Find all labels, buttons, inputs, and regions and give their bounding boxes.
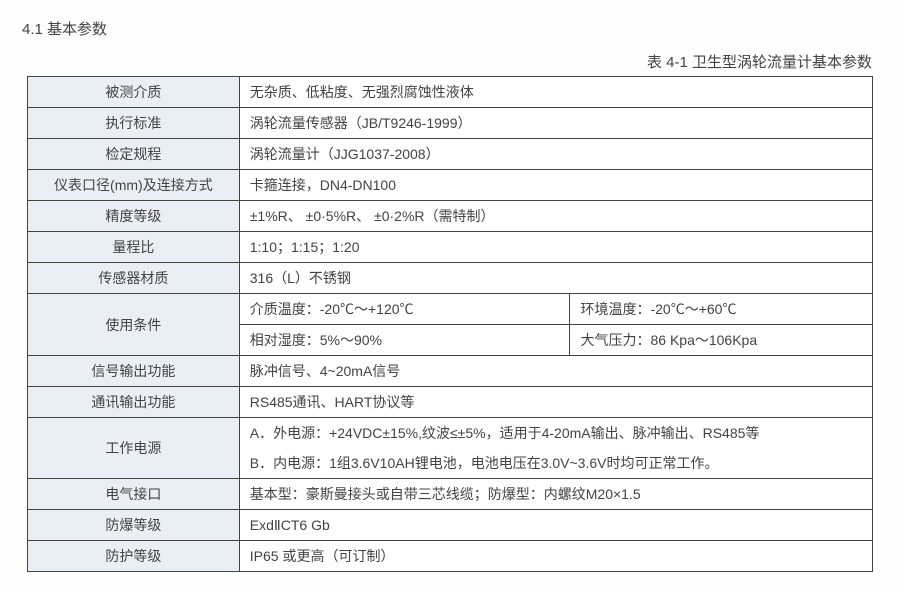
row-value: 基本型：豪斯曼接头或自带三芯线缆；防爆型：内螺纹M20×1.5 [239, 479, 872, 510]
spec-table: 被测介质无杂质、低粘度、无强烈腐蚀性液体 执行标准涡轮流量传感器（JB/T924… [27, 76, 873, 572]
row-header: 传感器材质 [28, 263, 240, 294]
row-header: 执行标准 [28, 108, 240, 139]
table-row: 精度等级±1%R、 ±0·5%R、 ±0·2%R（需特制） [28, 201, 873, 232]
row-value: 涡轮流量传感器（JB/T9246-1999） [239, 108, 872, 139]
row-value: 316（L）不锈钢 [239, 263, 872, 294]
row-header: 电气接口 [28, 479, 240, 510]
row-value: 卡箍连接，DN4-DN100 [239, 170, 872, 201]
table-caption: 表 4-1 卫生型涡轮流量计基本参数 [22, 51, 872, 72]
row-value: A．外电源：+24VDC±15%,纹波≤±5%，适用于4-20mA输出、脉冲输出… [239, 418, 872, 449]
row-value: 涡轮流量计（JJG1037-2008） [239, 139, 872, 170]
table-row: 量程比1:10；1:15；1:20 [28, 232, 873, 263]
row-value: 无杂质、低粘度、无强烈腐蚀性液体 [239, 77, 872, 108]
row-value: 大气压力：86 Kpa～106Kpa [570, 325, 873, 356]
table-row: 检定规程涡轮流量计（JJG1037-2008） [28, 139, 873, 170]
row-value: 环境温度：-20℃～+60℃ [570, 294, 873, 325]
row-value: IP65 或更高（可订制） [239, 541, 872, 572]
row-header: 被测介质 [28, 77, 240, 108]
row-value: 相对湿度：5%～90% [239, 325, 570, 356]
table-row: 执行标准涡轮流量传感器（JB/T9246-1999） [28, 108, 873, 139]
row-value: RS485通讯、HART协议等 [239, 387, 872, 418]
row-header: 精度等级 [28, 201, 240, 232]
section-title: 4.1 基本参数 [22, 18, 878, 39]
table-row: 被测介质无杂质、低粘度、无强烈腐蚀性液体 [28, 77, 873, 108]
row-header: 防护等级 [28, 541, 240, 572]
row-header: 防爆等级 [28, 510, 240, 541]
row-header: 检定规程 [28, 139, 240, 170]
row-header: 量程比 [28, 232, 240, 263]
row-value: ExdⅡCT6 Gb [239, 510, 872, 541]
table-row: 信号输出功能脉冲信号、4~20mA信号 [28, 356, 873, 387]
row-value: ±1%R、 ±0·5%R、 ±0·2%R（需特制） [239, 201, 872, 232]
table-row: 仪表口径(mm)及连接方式卡箍连接，DN4-DN100 [28, 170, 873, 201]
row-value: B．内电源：1组3.6V10AH锂电池，电池电压在3.0V~3.6V时均可正常工… [239, 448, 872, 479]
table-row: 使用条件 介质温度：-20℃～+120℃ 环境温度：-20℃～+60℃ [28, 294, 873, 325]
row-value: 介质温度：-20℃～+120℃ [239, 294, 570, 325]
table-row: 传感器材质316（L）不锈钢 [28, 263, 873, 294]
table-row: 防护等级IP65 或更高（可订制） [28, 541, 873, 572]
table-row: 工作电源 A．外电源：+24VDC±15%,纹波≤±5%，适用于4-20mA输出… [28, 418, 873, 449]
row-value: 1:10；1:15；1:20 [239, 232, 872, 263]
table-row: 通讯输出功能RS485通讯、HART协议等 [28, 387, 873, 418]
row-header: 通讯输出功能 [28, 387, 240, 418]
table-row: 电气接口基本型：豪斯曼接头或自带三芯线缆；防爆型：内螺纹M20×1.5 [28, 479, 873, 510]
row-header: 仪表口径(mm)及连接方式 [28, 170, 240, 201]
row-value: 脉冲信号、4~20mA信号 [239, 356, 872, 387]
row-header: 工作电源 [28, 418, 240, 479]
table-row: 防爆等级ExdⅡCT6 Gb [28, 510, 873, 541]
row-header: 信号输出功能 [28, 356, 240, 387]
row-header: 使用条件 [28, 294, 240, 356]
